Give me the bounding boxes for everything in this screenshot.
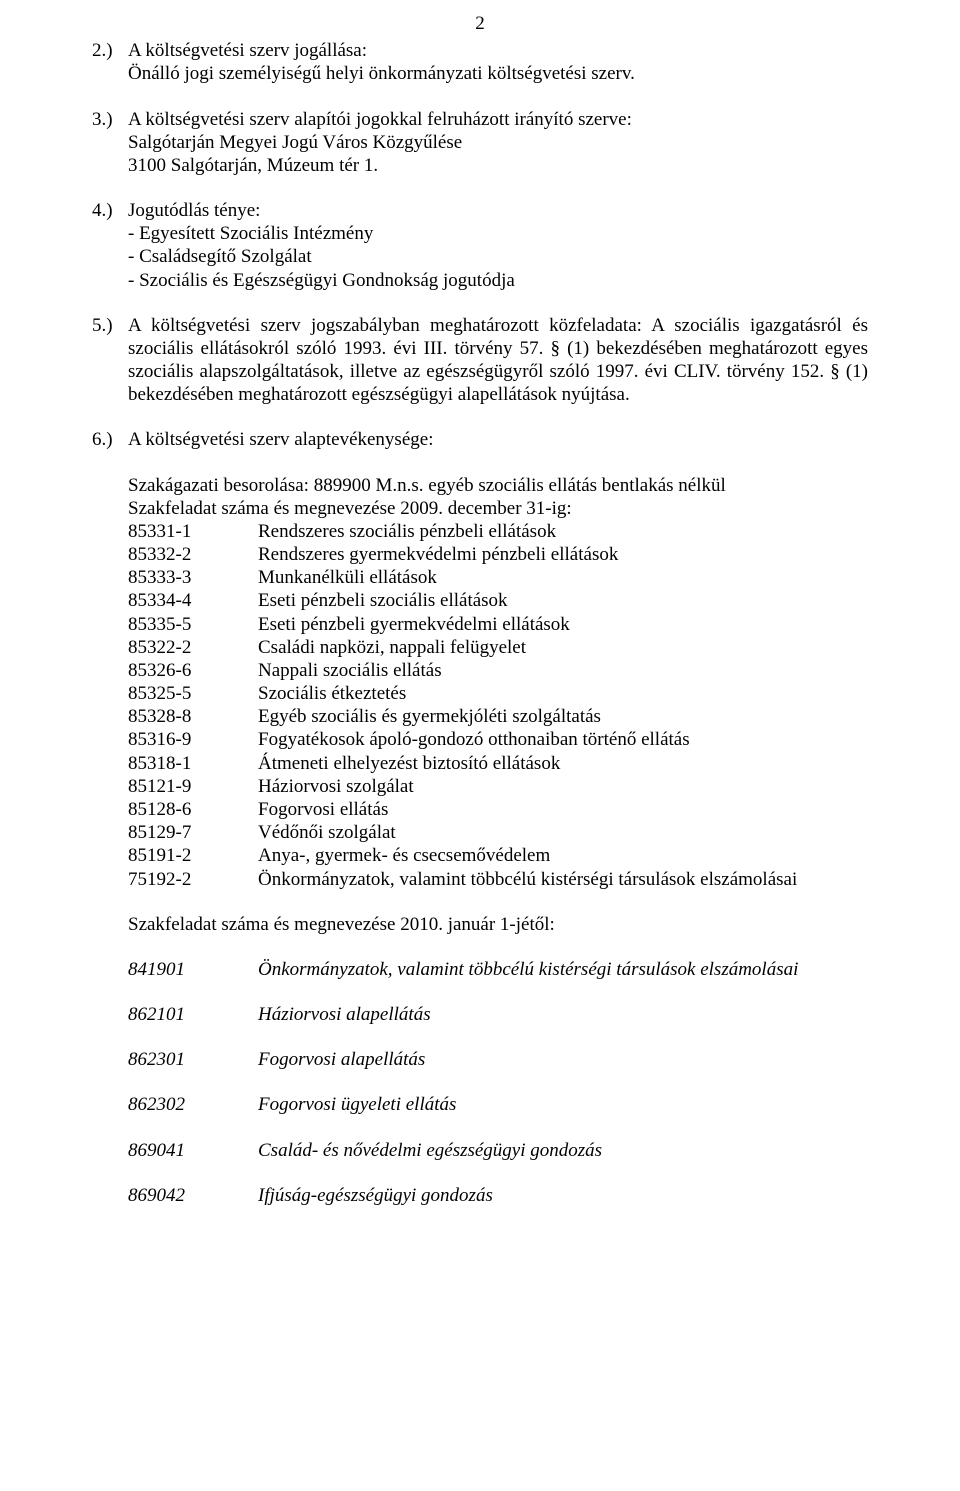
- desc-cell: Fogorvosi ügyeleti ellátás: [258, 1093, 868, 1116]
- desc-cell: Háziorvosi alapellátás: [258, 1003, 868, 1026]
- section-number: 2.): [92, 39, 128, 62]
- code-cell: 85332-2: [128, 543, 258, 566]
- code-cell: 85121-9: [128, 775, 258, 798]
- code-cell: 862101: [128, 1003, 258, 1026]
- desc-cell: Rendszeres gyermekvédelmi pénzbeli ellát…: [258, 543, 868, 566]
- bullet-item: - Egyesített Szociális Intézmény: [128, 222, 868, 245]
- table-row: 85332-2Rendszeres gyermekvédelmi pénzbel…: [128, 543, 868, 566]
- desc-cell: Nappali szociális ellátás: [258, 659, 868, 682]
- table-row: 85334-4Eseti pénzbeli szociális ellátáso…: [128, 589, 868, 612]
- code-cell: 869041: [128, 1139, 258, 1162]
- table-row: 862302Fogorvosi ügyeleti ellátás: [128, 1093, 868, 1116]
- page-number: 2: [92, 12, 868, 35]
- table-row: 85331-1Rendszeres szociális pénzbeli ell…: [128, 520, 868, 543]
- desc-cell: Egyéb szociális és gyermekjóléti szolgál…: [258, 705, 868, 728]
- document-page: 2 2.) A költségvetési szerv jogállása: Ö…: [0, 0, 960, 1269]
- table-row: 85325-5Szociális étkeztetés: [128, 682, 868, 705]
- subheading-2010: Szakfeladat száma és megnevezése 2010. j…: [128, 913, 868, 936]
- code-cell: 85331-1: [128, 520, 258, 543]
- code-cell: 85328-8: [128, 705, 258, 728]
- subheading-2009: Szakfeladat száma és megnevezése 2009. d…: [128, 497, 868, 520]
- code-cell: 85191-2: [128, 844, 258, 867]
- code-table-2010: 841901Önkormányzatok, valamint többcélú …: [92, 958, 868, 1207]
- table-row: 869041Család- és nővédelmi egészségügyi …: [128, 1139, 868, 1162]
- section-title: A költségvetési szerv alaptevékenysége:: [128, 428, 868, 451]
- code-cell: 85322-2: [128, 636, 258, 659]
- desc-cell: Ifjúság-egészségügyi gondozás: [258, 1184, 868, 1207]
- code-cell: 85129-7: [128, 821, 258, 844]
- desc-cell: Fogyatékosok ápoló-gondozó otthonaiban t…: [258, 728, 868, 751]
- section-5: 5.) A költségvetési szerv jogszabályban …: [92, 314, 868, 407]
- table-row: 85322-2Családi napközi, nappali felügyel…: [128, 636, 868, 659]
- desc-cell: Háziorvosi szolgálat: [258, 775, 868, 798]
- table-row: 85318-1Átmeneti elhelyezést biztosító el…: [128, 752, 868, 775]
- desc-cell: Fogorvosi alapellátás: [258, 1048, 868, 1071]
- desc-cell: Önkormányzatok, valamint többcélú kistér…: [258, 868, 868, 891]
- code-cell: 75192-2: [128, 868, 258, 891]
- section-3: 3.) A költségvetési szerv alapítói jogok…: [92, 108, 868, 178]
- section-4: 4.) Jogutódlás ténye: - Egyesített Szoci…: [92, 199, 868, 292]
- table-row: 869042Ifjúság-egészségügyi gondozás: [128, 1184, 868, 1207]
- code-cell: 85325-5: [128, 682, 258, 705]
- desc-cell: Eseti pénzbeli szociális ellátások: [258, 589, 868, 612]
- section-number: 5.): [92, 314, 128, 407]
- table-row: 85121-9Háziorvosi szolgálat: [128, 775, 868, 798]
- section-title: A költségvetési szerv jogállása:: [128, 39, 868, 62]
- desc-cell: Szociális étkeztetés: [258, 682, 868, 705]
- section-number: 6.): [92, 428, 128, 451]
- code-cell: 85326-6: [128, 659, 258, 682]
- table-row: 85326-6Nappali szociális ellátás: [128, 659, 868, 682]
- section-2: 2.) A költségvetési szerv jogállása: Öná…: [92, 39, 868, 85]
- code-cell: 85316-9: [128, 728, 258, 751]
- section-title: Jogutódlás ténye:: [128, 199, 868, 222]
- desc-cell: Átmeneti elhelyezést biztosító ellátások: [258, 752, 868, 775]
- desc-cell: Önkormányzatok, valamint többcélú kistér…: [258, 958, 868, 981]
- section-body-paragraph: A költségvetési szerv jogszabályban megh…: [128, 314, 868, 407]
- table-row: 75192-2Önkormányzatok, valamint többcélú…: [128, 868, 868, 891]
- desc-cell: Fogorvosi ellátás: [258, 798, 868, 821]
- table-row: 841901Önkormányzatok, valamint többcélú …: [128, 958, 868, 981]
- table-row: 85316-9Fogyatékosok ápoló-gondozó otthon…: [128, 728, 868, 751]
- code-cell: 841901: [128, 958, 258, 981]
- desc-cell: Eseti pénzbeli gyermekvédelmi ellátások: [258, 613, 868, 636]
- table-row: 862101Háziorvosi alapellátás: [128, 1003, 868, 1026]
- desc-cell: Családi napközi, nappali felügyelet: [258, 636, 868, 659]
- code-cell: 862302: [128, 1093, 258, 1116]
- section-number: 3.): [92, 108, 128, 131]
- table-row: 85335-5Eseti pénzbeli gyermekvédelmi ell…: [128, 613, 868, 636]
- section-number: 4.): [92, 199, 128, 222]
- desc-cell: Család- és nővédelmi egészségügyi gondoz…: [258, 1139, 868, 1162]
- section-6: 6.) A költségvetési szerv alaptevékenysé…: [92, 428, 868, 1206]
- bullet-item: - Szociális és Egészségügyi Gondnokság j…: [128, 269, 868, 292]
- code-cell: 85128-6: [128, 798, 258, 821]
- desc-cell: Anya-, gyermek- és csecsemővédelem: [258, 844, 868, 867]
- code-cell: 869042: [128, 1184, 258, 1207]
- desc-cell: Rendszeres szociális pénzbeli ellátások: [258, 520, 868, 543]
- table-row: 85128-6Fogorvosi ellátás: [128, 798, 868, 821]
- table-row: 862301Fogorvosi alapellátás: [128, 1048, 868, 1071]
- section-body-line: 3100 Salgótarján, Múzeum tér 1.: [128, 154, 868, 177]
- table-row: 85191-2Anya-, gyermek- és csecsemővédele…: [128, 844, 868, 867]
- section-title: A költségvetési szerv alapítói jogokkal …: [128, 108, 868, 131]
- table-row: 85333-3Munkanélküli ellátások: [128, 566, 868, 589]
- table-row: 85129-7Védőnői szolgálat: [128, 821, 868, 844]
- classification-line: Szakágazati besorolása: 889900 M.n.s. eg…: [128, 474, 868, 497]
- bullet-item: - Családsegítő Szolgálat: [128, 245, 868, 268]
- desc-cell: Védőnői szolgálat: [258, 821, 868, 844]
- code-cell: 85334-4: [128, 589, 258, 612]
- code-table-2009: 85331-1Rendszeres szociális pénzbeli ell…: [92, 520, 868, 891]
- code-cell: 85318-1: [128, 752, 258, 775]
- code-cell: 85333-3: [128, 566, 258, 589]
- section-body-line: Salgótarján Megyei Jogú Város Közgyűlése: [128, 131, 868, 154]
- table-row: 85328-8Egyéb szociális és gyermekjóléti …: [128, 705, 868, 728]
- code-cell: 85335-5: [128, 613, 258, 636]
- section-body-line: Önálló jogi személyiségű helyi önkormány…: [128, 62, 868, 85]
- desc-cell: Munkanélküli ellátások: [258, 566, 868, 589]
- code-cell: 862301: [128, 1048, 258, 1071]
